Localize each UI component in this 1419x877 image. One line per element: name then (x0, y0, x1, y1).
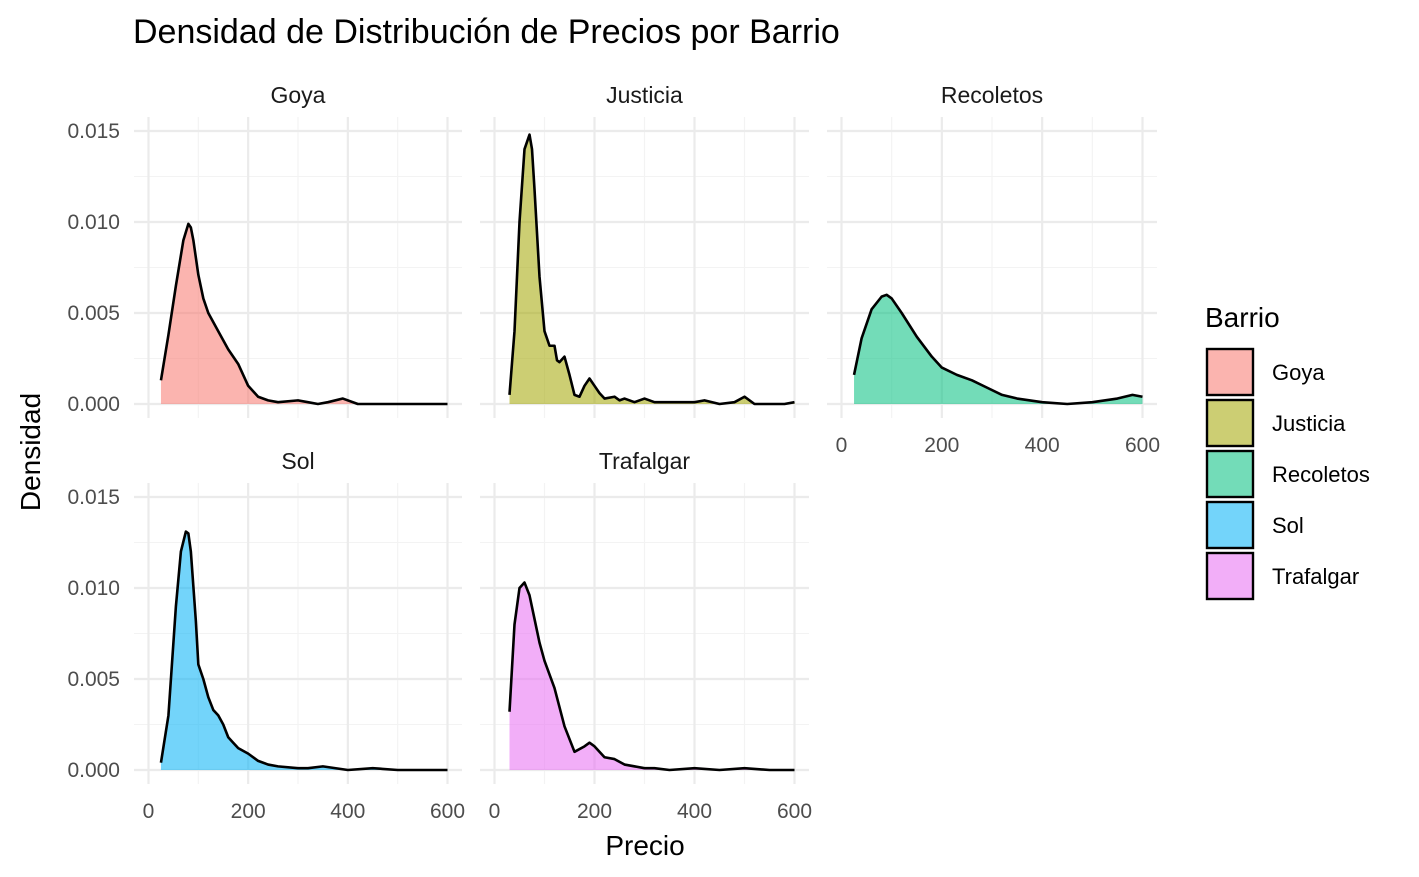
density-line-recoletos (852, 293, 1143, 406)
x-tick-label: 600 (430, 800, 465, 823)
x-tick-label: 200 (577, 800, 612, 823)
x-tick-label: 0 (143, 800, 155, 823)
x-tick-label: 400 (677, 800, 712, 823)
y-tick-label: 0.010 (67, 577, 120, 600)
y-axis-title: Densidad (15, 393, 46, 511)
density-area-sol (160, 531, 448, 770)
y-tick-label: 0.010 (67, 211, 120, 234)
facet-goya: Goya 0.000 0.005 0.010 0.015 (67, 82, 462, 418)
density-area-goya (160, 223, 448, 404)
facet-strip-label: Justicia (606, 82, 683, 108)
y-tick-label: 0.015 (67, 120, 120, 143)
y-tick-label: 0.000 (67, 393, 120, 416)
density-area-justicia (509, 134, 795, 404)
x-tick-label: 0 (489, 800, 501, 823)
density-area-recoletos (854, 294, 1143, 404)
density-line-trafalgar (508, 581, 795, 772)
legend-key-sol (1205, 500, 1255, 550)
legend-title: Barrio (1205, 302, 1280, 333)
legend: Barrio Goya Justicia Recoletos Sol Trafalgar (1205, 302, 1370, 601)
legend-key-recoletos (1205, 449, 1255, 499)
y-tick-label: 0.015 (67, 486, 120, 509)
density-line-sol (159, 530, 448, 772)
facet-trafalgar: Trafalgar 0 200 400 600 (480, 448, 812, 823)
facet-panels: Goya 0.000 0.005 0.010 0.015 Justicia Recoleto… (67, 82, 1160, 823)
facet-strip-label: Trafalgar (599, 448, 691, 474)
x-tick-label: 200 (231, 800, 266, 823)
legend-label: Goya (1272, 360, 1325, 385)
legend-key-justicia (1205, 398, 1255, 448)
legend-label: Justicia (1272, 411, 1346, 436)
legend-label: Recoletos (1272, 462, 1370, 487)
density-line-goya (159, 222, 448, 406)
facet-justicia: Justicia (480, 82, 809, 418)
facet-recoletos: Recoletos 0 200 400 600 (827, 82, 1160, 457)
facet-strip-label: Goya (271, 82, 326, 108)
facet-sol: Sol 0.000 0.005 0.010 0.015 0 200 400 600 (67, 448, 465, 823)
legend-key-trafalgar (1205, 551, 1255, 601)
chart-title: Densidad de Distribución de Precios por … (133, 13, 840, 51)
density-area-trafalgar (509, 582, 795, 770)
y-tick-label: 0.000 (67, 759, 120, 782)
legend-key-goya (1205, 347, 1255, 397)
x-tick-label: 600 (777, 800, 812, 823)
x-tick-label: 0 (836, 434, 848, 457)
x-tick-label: 400 (330, 800, 365, 823)
legend-label: Trafalgar (1272, 564, 1359, 589)
y-tick-label: 0.005 (67, 302, 120, 325)
legend-label: Sol (1272, 513, 1304, 538)
density-line-justicia (508, 133, 795, 406)
x-axis-title: Precio (605, 830, 684, 861)
x-tick-label: 200 (924, 434, 959, 457)
x-tick-label: 400 (1025, 434, 1060, 457)
facet-strip-label: Sol (281, 448, 314, 474)
facet-strip-label: Recoletos (941, 82, 1043, 108)
y-tick-label: 0.005 (67, 668, 120, 691)
x-tick-label: 600 (1125, 434, 1160, 457)
